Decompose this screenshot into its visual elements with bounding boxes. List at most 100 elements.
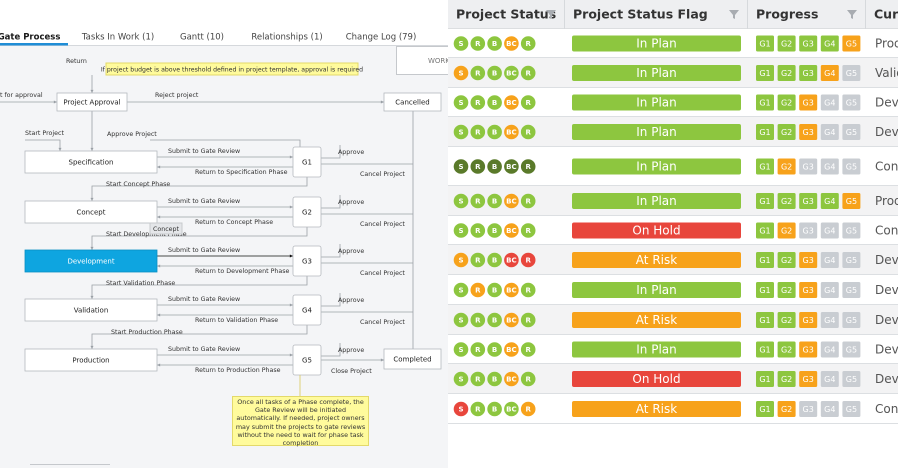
status-dot [453, 95, 469, 110]
status-dot [504, 282, 519, 298]
note-box [105, 62, 359, 76]
gate-chip [756, 124, 774, 140]
footnote: Once all tasks of a Phase complete, the … [232, 396, 369, 447]
status-dot [504, 252, 519, 268]
filter-icon[interactable] [847, 10, 857, 19]
filter-icon[interactable] [546, 10, 556, 19]
status-dot [453, 401, 469, 417]
arrow-head [289, 205, 293, 209]
gate-chip [799, 222, 818, 239]
status-label: B [492, 129, 497, 137]
arrow-head [157, 165, 161, 169]
status-label: S [458, 70, 463, 78]
gate-chip-label: G4 [824, 40, 835, 49]
status-dot [520, 124, 536, 140]
gate-chip-label: G4 [824, 346, 835, 355]
phase-node [24, 348, 158, 372]
status-label: R [475, 257, 481, 265]
status-label: R [475, 70, 481, 78]
gate-chip [756, 371, 774, 387]
status-dot [470, 312, 486, 328]
status-dot [453, 65, 469, 81]
gate-chip [756, 65, 774, 81]
status-dot [470, 36, 486, 51]
gate-chip [820, 158, 839, 175]
edge-label: Submit to Gate Review [168, 148, 240, 155]
status-label: BC [506, 317, 516, 325]
tab[interactable]: Relationships (1) [251, 33, 322, 43]
status-dot [520, 95, 536, 110]
status-label: B [492, 70, 497, 78]
flag-bar [572, 371, 741, 387]
current-phase: Deve [875, 372, 898, 386]
status-label: BC [506, 198, 516, 206]
gate-chip-label: G4 [824, 316, 835, 325]
filter-icon[interactable] [729, 10, 739, 19]
gate-chip-label: G1 [759, 163, 770, 172]
gate-chip-label: G2 [781, 227, 792, 236]
flag-text: At Risk [636, 253, 677, 267]
status-dot [470, 65, 486, 81]
header-bg [448, 0, 898, 29]
tab[interactable]: Gantt (10) [180, 33, 224, 43]
tab[interactable]: Change Log (79) [346, 33, 417, 43]
gate-chip-label: G1 [759, 375, 770, 384]
phase-node-label: Specification [69, 159, 114, 167]
gate-chip-label: G1 [759, 128, 770, 137]
status-dot [504, 342, 519, 357]
gate-chip-label: G3 [803, 375, 814, 384]
arrow-head [289, 303, 293, 307]
status-label: S [458, 198, 463, 206]
current-phase: Valid [875, 66, 898, 80]
gate-chip [842, 401, 861, 417]
gate-chip-label: G3 [803, 227, 814, 236]
gate-chip [842, 371, 861, 387]
status-label: R [475, 163, 481, 171]
gate-chip [799, 193, 818, 209]
status-label: S [458, 287, 463, 295]
edge-label: Submit to Gate Review [168, 198, 240, 205]
gate-chip-label: G2 [781, 375, 792, 384]
status-dot [487, 65, 502, 81]
gate-chip-label: G4 [824, 375, 835, 384]
edge-label: Cancel Project [360, 171, 405, 178]
status-label: BC [506, 70, 516, 78]
gate-chip [842, 222, 861, 239]
gate-chip [756, 193, 774, 209]
edge-label: Submit to Gate Review [168, 296, 240, 303]
status-dot [504, 401, 519, 417]
column-header: Project Status [456, 7, 556, 22]
flag-text: In Plan [636, 343, 677, 357]
gate-node [292, 344, 322, 376]
gate-chip-label: G3 [803, 256, 814, 265]
gate-chip-label: G1 [759, 316, 770, 325]
gate-chip [756, 94, 774, 111]
next-edge [91, 177, 308, 201]
edge-label: Approve [338, 347, 364, 354]
status-label: B [492, 40, 497, 48]
status-label: R [526, 287, 532, 295]
edge-label: Approve [338, 149, 364, 156]
tab[interactable]: / Gate Process [0, 33, 60, 43]
flag-bar [572, 312, 741, 328]
status-dot [504, 159, 519, 174]
status-dot [520, 159, 536, 174]
edge-label: Cancel Project [360, 270, 405, 277]
status-label: BC [506, 227, 516, 235]
edge-label: Start Validation Phase [106, 280, 175, 287]
tab[interactable]: Tasks In Work (1) [81, 33, 154, 43]
gate-chip-label: G3 [803, 286, 814, 295]
arrow-head [90, 246, 94, 250]
gate-node [292, 196, 322, 228]
gate-label: G2 [302, 209, 312, 217]
gate-chip [842, 35, 861, 52]
gate-chip-label: G4 [824, 197, 835, 206]
gate-chip-label: G1 [759, 346, 770, 355]
gate-chip-label: G4 [824, 286, 835, 295]
status-label: R [475, 40, 481, 48]
node [383, 92, 442, 112]
flag-text: In Plan [636, 125, 677, 139]
status-dot [520, 371, 536, 387]
edge-label: Start Concept Phase [106, 181, 170, 188]
status-label: R [475, 376, 481, 384]
